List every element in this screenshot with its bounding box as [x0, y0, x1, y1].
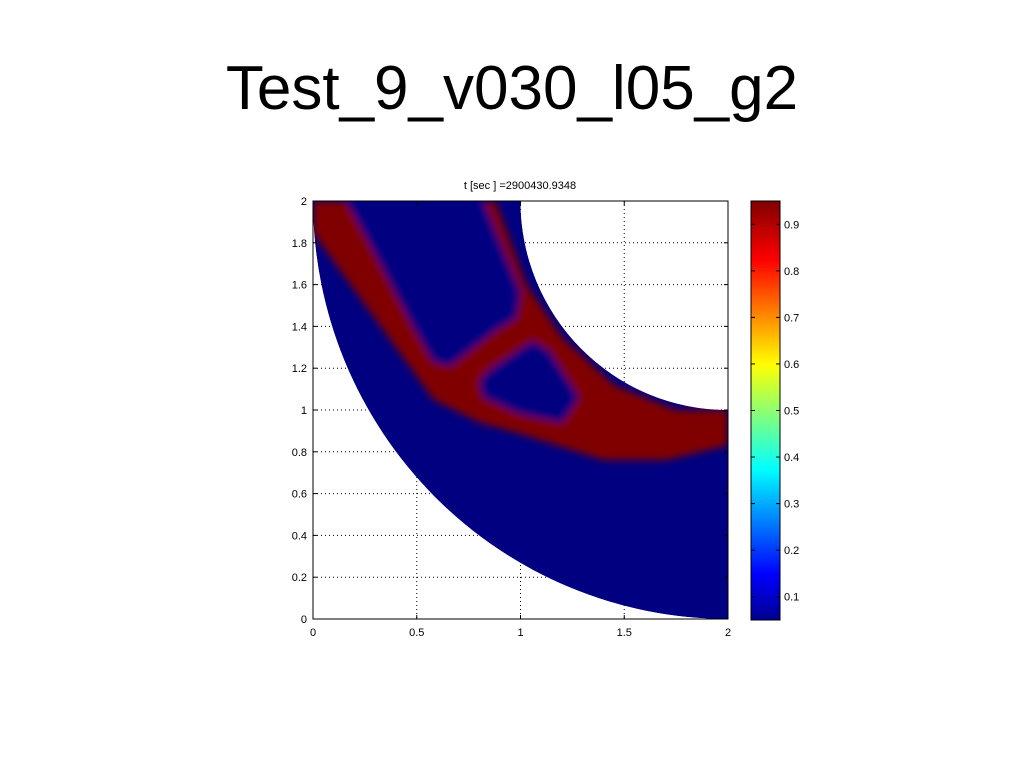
y-tick-label: 1.4: [292, 321, 307, 333]
colorbar-tick-label: 0.7: [784, 312, 799, 324]
low-value-inner-island: [479, 341, 579, 423]
colorbar-tick-label: 0.5: [784, 406, 799, 418]
field-layer: [313, 201, 728, 619]
y-tick-label: 1.6: [292, 280, 307, 292]
y-tick-label: 0.4: [292, 530, 307, 542]
x-tick-label: 0: [310, 627, 316, 639]
y-tick-label: 1.8: [292, 238, 307, 250]
colorbar-ticks: 0.1 0.2 0.3 0.4 0.5 0.6 0.7 0.8 0.9: [751, 219, 799, 604]
y-axis-ticks: 0 0.2 0.4 0.6 0.8 1 1.2 1.4 1.6 1.8 2: [292, 196, 728, 626]
colorbar-tick-label: 0.2: [784, 545, 799, 557]
colorbar-tick-label: 0.8: [784, 266, 799, 278]
low-value-upper-region: [346, 201, 521, 367]
colorbar-tick-label: 0.3: [784, 499, 799, 511]
chart-title: t [sec ] =2900430.9348: [464, 180, 576, 192]
x-axis-ticks: 0 0.5 1 1.5 2: [310, 201, 731, 639]
x-tick-label: 1: [517, 627, 523, 639]
colorbar: 0.1 0.2 0.3 0.4 0.5 0.6 0.7 0.8 0.9: [750, 200, 799, 621]
field-smooth-layer: [313, 201, 728, 461]
x-tick-label: 1.5: [617, 627, 632, 639]
y-tick-label: 0.8: [292, 447, 307, 459]
y-tick-label: 1: [301, 405, 307, 417]
colorbar-fill: [750, 200, 781, 621]
domain-region: [313, 201, 728, 619]
y-tick-label: 0.6: [292, 489, 307, 501]
colorbar-tick-label: 0.9: [784, 219, 799, 231]
y-tick-label: 2: [301, 196, 307, 208]
colorbar-tick-label: 0.6: [784, 359, 799, 371]
plot-axes: 0 0.5 1 1.5 2 0 0.2 0.4 0.6 0.8 1 1.2 1.4 1.6 1.8 2: [292, 196, 731, 639]
colorbar-tick-label: 0.1: [784, 592, 799, 604]
slide-title: Test_9_v030_l05_g2: [225, 54, 799, 123]
y-tick-label: 0.2: [292, 572, 307, 584]
y-tick-label: 1.2: [292, 363, 307, 375]
colorbar-tick-label: 0.4: [784, 452, 799, 464]
x-tick-label: 2: [725, 627, 731, 639]
x-tick-label: 0.5: [409, 627, 424, 639]
y-tick-label: 0: [301, 614, 307, 626]
